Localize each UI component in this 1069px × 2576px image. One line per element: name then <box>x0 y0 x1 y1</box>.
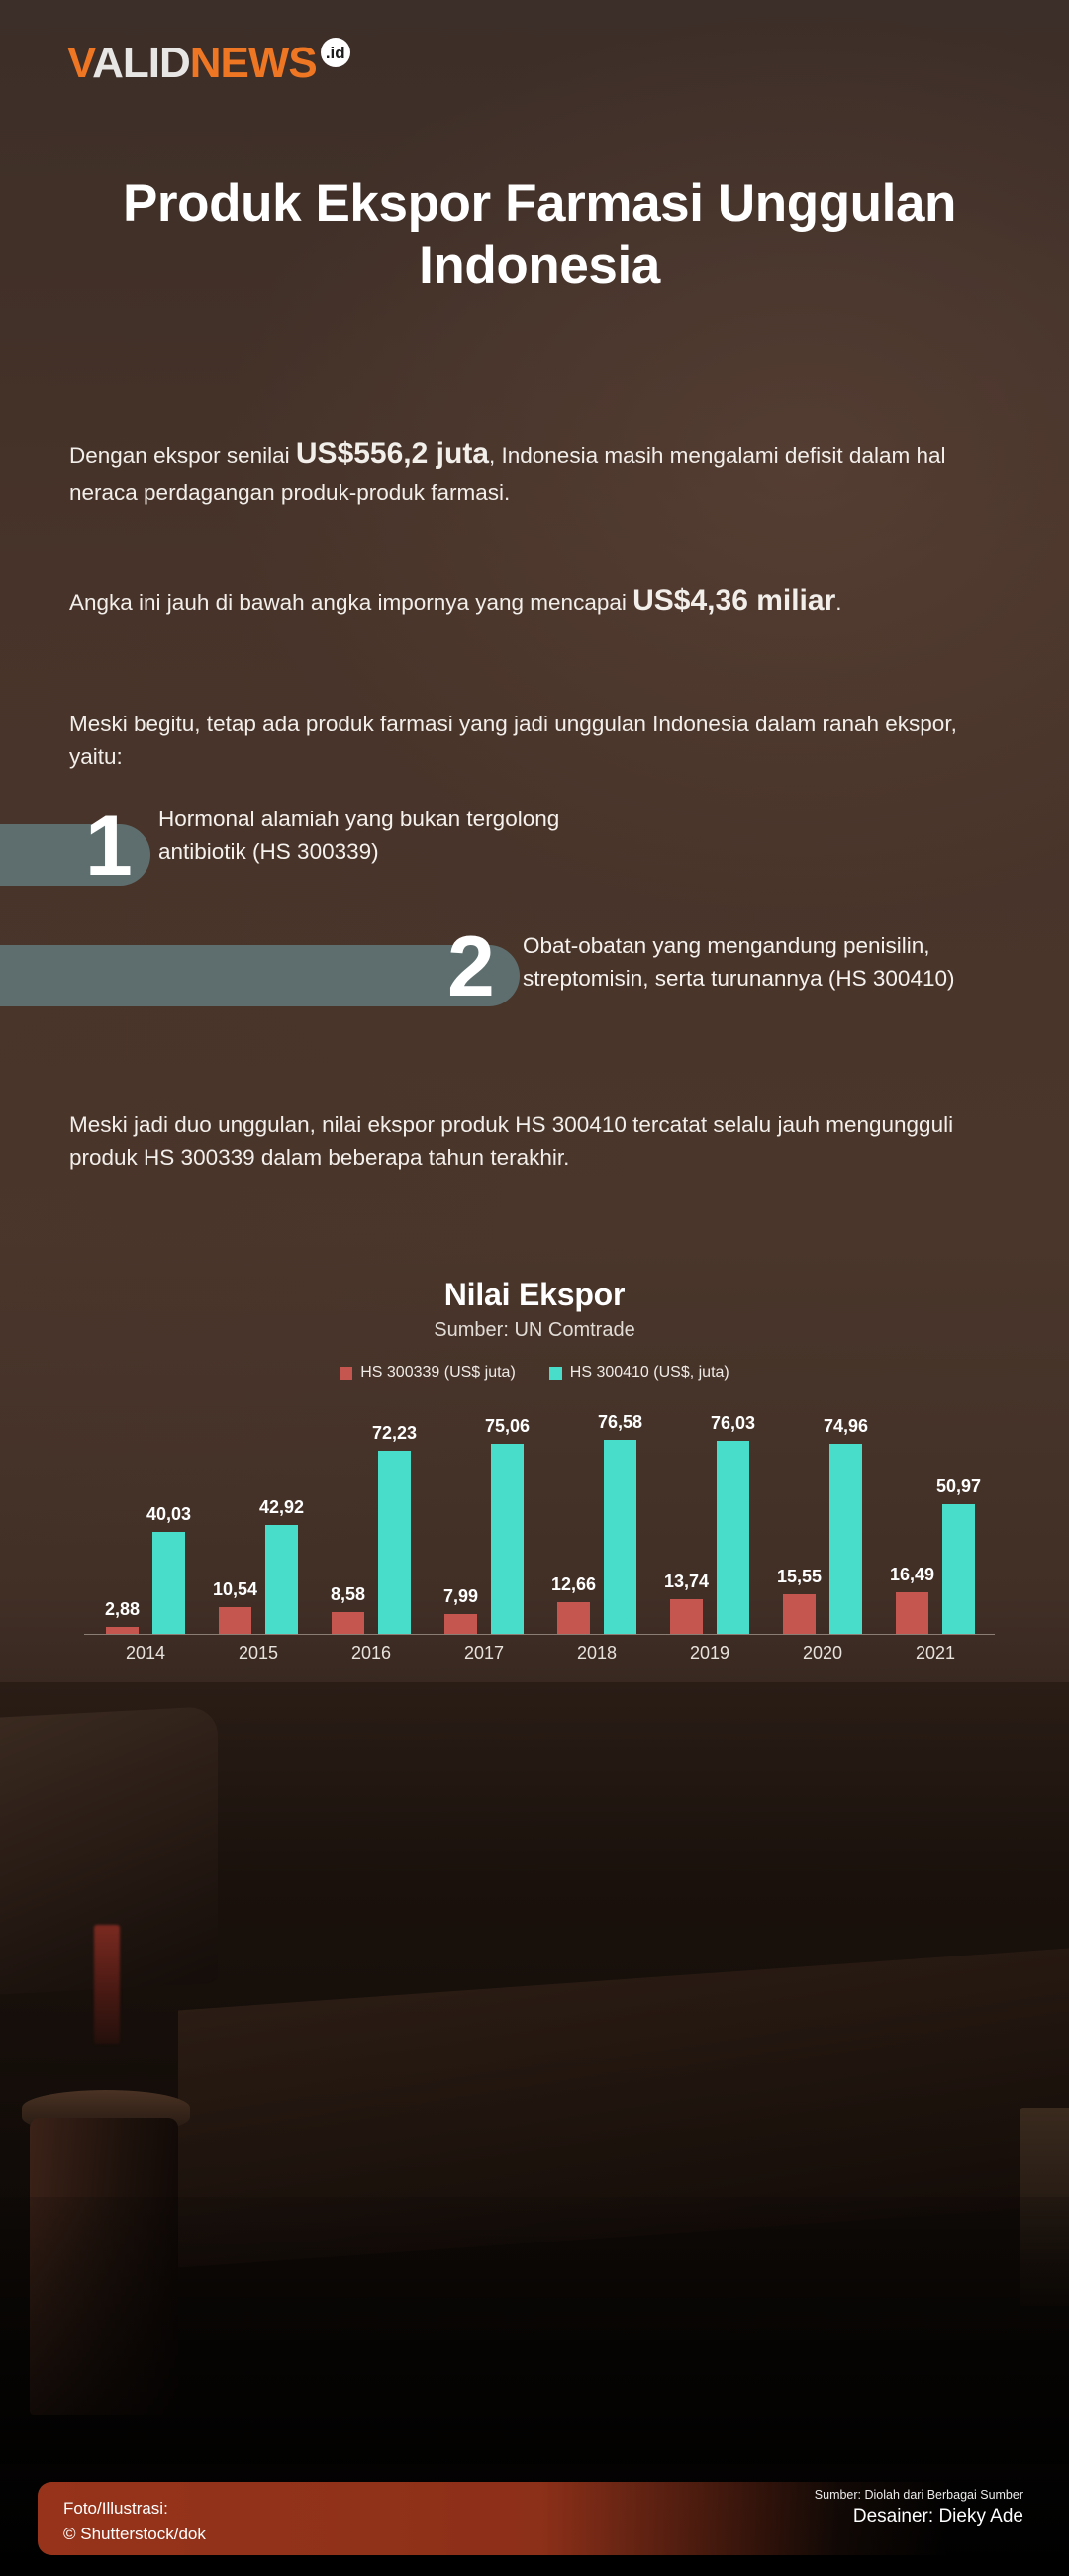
chart-bar-value-label: 75,06 <box>484 1415 531 1436</box>
photo-credit-line-2: © Shutterstock/dok <box>63 2524 206 2543</box>
chart-plot-area: 2,88 40,03 10,54 42,92 8,58 72,23 7,99 75,06 12,… <box>64 1407 1005 1635</box>
chart-subtitle: Sumber: UN Comtrade <box>434 1319 635 1341</box>
photo-credit-line-1: Foto/Illustrasi: <box>63 2499 168 2518</box>
p1-amount: US$556,2 juta <box>295 437 489 470</box>
chart-bar: 7,99 <box>443 1586 478 1634</box>
chart-bar: 50,97 <box>936 1477 981 1634</box>
chart-bar-value-label: 15,55 <box>776 1567 823 1587</box>
designer-credit: Sumber: Diolah dari Berbagai Sumber Desa… <box>815 2488 1023 2528</box>
chart-bar-value-label: 16,49 <box>889 1564 935 1584</box>
chart-bar-group: 12,66 76,58 <box>545 1406 648 1634</box>
logo-letter-v: V <box>67 39 93 87</box>
list-item-2-text: Obat-obatan yang mengandung penisilin, s… <box>523 933 955 991</box>
logo-id-badge: .id <box>320 38 350 67</box>
chart-bar: 42,92 <box>259 1497 304 1634</box>
chart-bar: 75,06 <box>485 1416 530 1634</box>
chart-bar-group: 2,88 40,03 <box>94 1406 197 1634</box>
chart-bar-value-label: 10,54 <box>212 1579 258 1599</box>
list-item-2-number: 2 <box>447 919 495 1014</box>
background-photo <box>0 1682 1069 2464</box>
chart-bar-value-label: 12,66 <box>550 1574 597 1594</box>
logo-letters-news: NEWS <box>189 39 318 87</box>
legend-item-hs300339: HS 300339 (US$ juta) <box>340 1364 516 1382</box>
legend-label-hs300410: HS 300410 (US$, juta) <box>569 1364 729 1381</box>
photo-credit-banner: Foto/Illustrasi: © Shutterstock/dok <box>38 2482 948 2555</box>
chart-x-tick-label: 2020 <box>802 1643 843 1663</box>
p1-part-b: , Indonesia masih mengalami defisit dala… <box>69 443 946 506</box>
chart-x-tick-labels: 2014 2015 2016 2017 2018 2019 2020 2021 <box>64 1635 1005 1670</box>
chart-x-axis <box>84 1634 995 1635</box>
chart-x-tick-label: 2017 <box>463 1643 505 1663</box>
chart-bar-value-label: 7,99 <box>442 1585 479 1606</box>
logo-wordmark: VALIDNEWS <box>67 39 318 87</box>
chart-bar: 10,54 <box>213 1579 257 1634</box>
logo-id-text: .id <box>325 43 345 62</box>
chart-bar-group: 13,74 76,03 <box>658 1406 761 1634</box>
chart-bar: 15,55 <box>777 1567 822 1634</box>
chart-x-tick-label: 2014 <box>125 1643 166 1663</box>
chart-bar-value-label: 13,74 <box>663 1571 710 1591</box>
designer-name: Desainer: Dieky Ade <box>852 2506 1023 2527</box>
paragraph-conclusion: Meski jadi duo unggulan, nilai ekspor pr… <box>69 1112 954 1171</box>
paragraph-import-value: Angka ini jauh di bawah angka impornya y… <box>69 579 990 622</box>
paragraph-export-value: Dengan ekspor senilai US$556,2 juta, Ind… <box>69 432 990 510</box>
legend-label-hs300339: HS 300339 (US$ juta) <box>360 1364 516 1381</box>
chart-legend: HS 300339 (US$ juta) HS 300410 (US$, jut… <box>0 1364 1069 1382</box>
paragraph-intro-list: Meski begitu, tetap ada produk farmasi y… <box>69 712 957 770</box>
chart-bar-value-label: 76,58 <box>597 1411 643 1432</box>
chart-x-tick-label: 2015 <box>238 1643 279 1663</box>
chart-bar: 76,58 <box>598 1412 642 1634</box>
p2-amount: US$4,36 miliar <box>632 584 836 617</box>
chart-bar-group: 16,49 50,97 <box>884 1406 987 1634</box>
list-item-1-number: 1 <box>85 799 133 894</box>
chart-bar-value-label: 2,88 <box>104 1598 141 1619</box>
chart-bar: 13,74 <box>664 1572 709 1634</box>
chart-bar-group: 15,55 74,96 <box>771 1406 874 1634</box>
chart-bar-value-label: 72,23 <box>371 1422 418 1443</box>
chart-bar-value-label: 50,97 <box>935 1477 982 1497</box>
data-source-note: Sumber: Diolah dari Berbagai Sumber <box>814 2488 1023 2502</box>
export-value-chart: Nilai Ekspor Sumber: UN Comtrade HS 3003… <box>0 1277 1069 1670</box>
chart-bar: 40,03 <box>146 1504 191 1634</box>
chart-bar-group: 8,58 72,23 <box>320 1406 423 1634</box>
chart-bar: 8,58 <box>331 1584 365 1634</box>
list-item-1-text: Hormonal alamiah yang bukan tergolong an… <box>158 807 560 864</box>
chart-x-tick-label: 2018 <box>576 1643 618 1663</box>
chart-bar-value-label: 42,92 <box>258 1497 305 1518</box>
chart-x-tick-label: 2021 <box>915 1643 956 1663</box>
list-item-2-bar <box>0 945 520 1006</box>
photo-nozzle <box>94 1925 120 2044</box>
validnews-logo[interactable]: VALIDNEWS .id <box>67 38 350 87</box>
chart-bar: 74,96 <box>824 1416 868 1634</box>
chart-bar-value-label: 74,96 <box>823 1415 869 1436</box>
legend-item-hs300410: HS 300410 (US$, juta) <box>548 1364 729 1382</box>
p2-part-b: . <box>835 590 842 615</box>
chart-x-tick-label: 2016 <box>350 1643 392 1663</box>
legend-swatch-hs300410 <box>548 1366 562 1380</box>
photo-credit-text: Foto/Illustrasi: © Shutterstock/dok <box>63 2496 206 2546</box>
chart-bar-value-label: 8,58 <box>330 1584 366 1605</box>
chart-bar: 16,49 <box>890 1565 934 1634</box>
chart-bar: 2,88 <box>105 1599 140 1634</box>
chart-title: Nilai Ekspor <box>443 1277 626 1312</box>
list-item-1-bar <box>0 824 150 886</box>
p1-part-a: Dengan ekspor senilai <box>69 443 296 468</box>
chart-bar-group: 10,54 42,92 <box>207 1406 310 1634</box>
photo-vignette <box>0 2197 1069 2464</box>
page-title: Produk Ekspor Farmasi Unggulan Indonesia <box>122 174 957 295</box>
chart-x-tick-label: 2019 <box>689 1643 730 1663</box>
chart-bar-value-label: 40,03 <box>146 1504 192 1525</box>
logo-letters-alid: ALID <box>92 39 191 87</box>
legend-swatch-hs300339 <box>340 1366 353 1380</box>
chart-bar: 72,23 <box>372 1423 417 1634</box>
chart-bar: 76,03 <box>711 1413 755 1634</box>
chart-bar: 12,66 <box>551 1574 596 1634</box>
chart-bar-group: 7,99 75,06 <box>433 1406 535 1634</box>
chart-bar-value-label: 76,03 <box>710 1413 756 1434</box>
p2-part-a: Angka ini jauh di bawah angka impornya y… <box>69 590 633 615</box>
